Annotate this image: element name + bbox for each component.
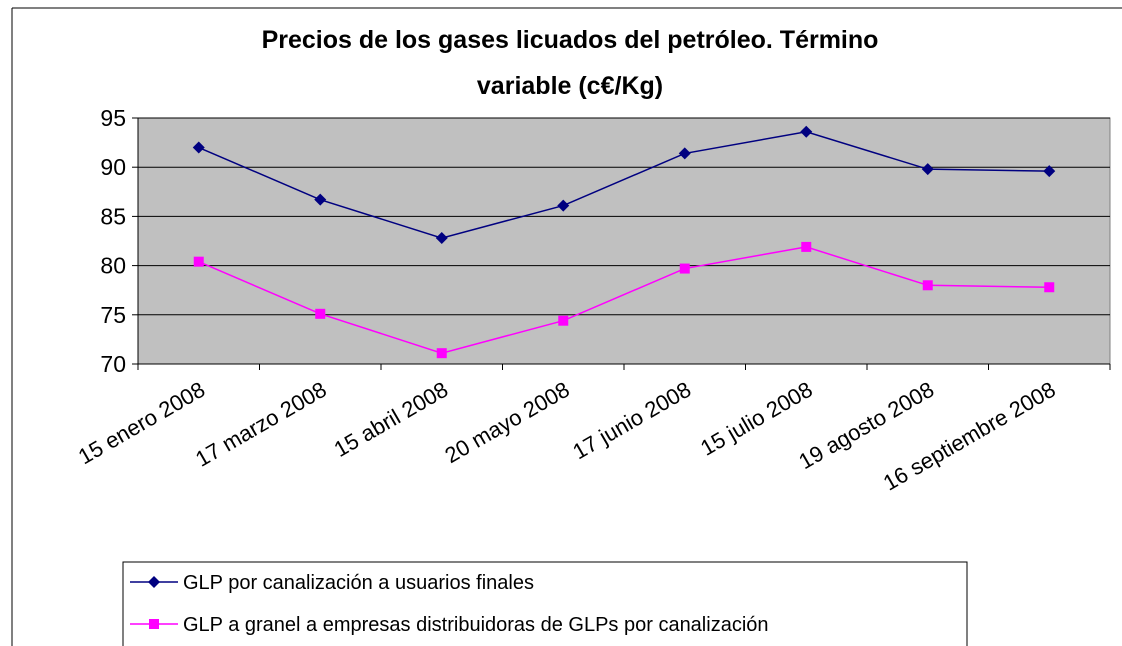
y-tick-label: 90 (100, 154, 126, 180)
marker (314, 193, 327, 206)
legend-box (122, 561, 968, 646)
marker (315, 308, 326, 319)
y-tick-label: 70 (100, 351, 126, 377)
marker (801, 241, 812, 252)
marker (921, 163, 934, 176)
series-line (198, 131, 1050, 239)
marker (558, 315, 569, 326)
marker (922, 280, 933, 291)
marker (192, 141, 205, 154)
marker (679, 263, 690, 274)
x-tick-label: 15 julio 2008 (696, 377, 817, 461)
marker (193, 256, 204, 267)
chart-title: Precios de los gases licuados del petról… (262, 26, 879, 54)
marker (800, 125, 813, 138)
y-tick-label: 75 (100, 302, 126, 328)
marker (678, 147, 691, 160)
x-tick-label: 20 mayo 2008 (440, 377, 573, 468)
y-tick-label: 95 (100, 105, 126, 131)
legend-label: GLP a granel a empresas distribuidoras d… (183, 614, 769, 636)
marker (148, 576, 160, 588)
marker (1043, 165, 1056, 178)
marker (435, 232, 448, 245)
legend-label: GLP por canalización a usuarios finales (183, 572, 534, 594)
marker (557, 199, 570, 212)
x-tick-label: 17 junio 2008 (568, 377, 695, 465)
x-tick-label: 15 enero 2008 (74, 377, 209, 470)
marker (1044, 282, 1055, 293)
chart-title: variable (c€/Kg) (477, 72, 663, 100)
series-line (198, 246, 1050, 354)
y-tick-label: 85 (100, 203, 126, 229)
x-tick-label: 17 marzo 2008 (191, 377, 331, 472)
x-tick-label: 15 abril 2008 (330, 377, 453, 462)
marker (149, 619, 159, 629)
marker (436, 348, 447, 359)
plot-area (137, 117, 1111, 365)
y-tick-label: 80 (100, 253, 126, 279)
